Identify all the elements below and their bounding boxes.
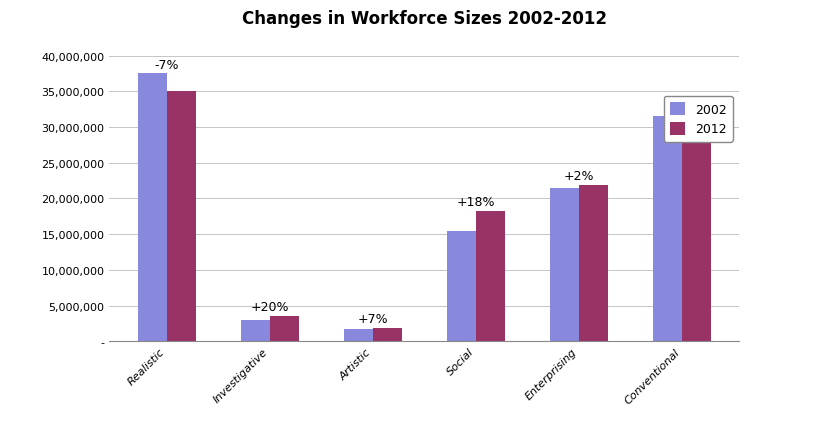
Bar	[579, 185, 607, 342]
Text: -7%: -7%	[155, 58, 179, 71]
Bar	[241, 320, 270, 342]
Bar	[344, 329, 373, 342]
Text: +2%: +2%	[564, 170, 594, 182]
Bar	[653, 117, 682, 342]
Bar	[475, 211, 505, 342]
Legend: 2002, 2012: 2002, 2012	[664, 96, 733, 142]
Bar	[447, 231, 475, 342]
Text: +7%: +7%	[357, 312, 388, 325]
Text: +18%: +18%	[456, 195, 495, 208]
Bar	[373, 328, 402, 342]
Bar	[138, 74, 166, 342]
Text: +20%: +20%	[250, 300, 289, 313]
Bar	[550, 188, 579, 342]
Title: Changes in Workforce Sizes 2002-2012: Changes in Workforce Sizes 2002-2012	[242, 10, 606, 28]
Bar	[166, 92, 196, 342]
Bar	[270, 316, 298, 342]
Text: +2%: +2%	[666, 97, 697, 110]
Bar	[682, 113, 711, 342]
